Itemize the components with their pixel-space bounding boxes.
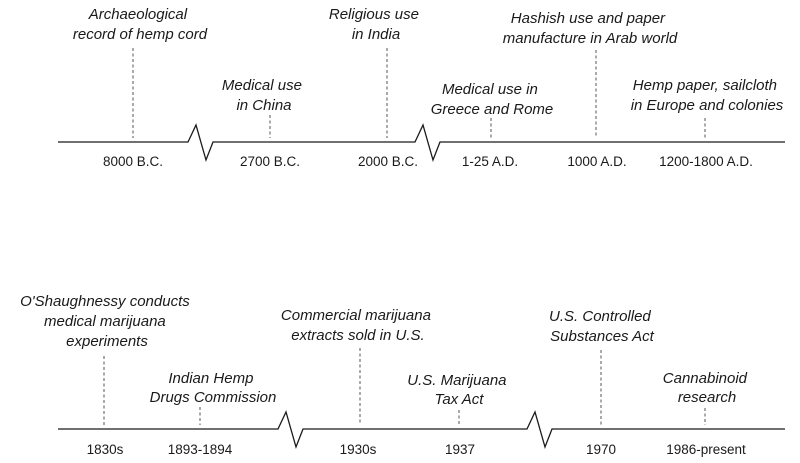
- event-label: U.S. Controlled Substances Act: [549, 308, 655, 345]
- event-date: 2700 B.C.: [240, 154, 300, 169]
- event-label: Archaeological record of hemp cord: [73, 6, 208, 43]
- event-label: Indian Hemp Drugs Commission: [150, 370, 277, 406]
- event-label: Commercial marijuana extracts sold in U.…: [281, 307, 435, 344]
- event-label: Hemp paper, sailcloth in Europe and colo…: [631, 77, 784, 114]
- timeline-ancient: Archaeological record of hemp cord 8000 …: [58, 6, 785, 169]
- event-date: 8000 B.C.: [103, 154, 163, 169]
- event-label: Cannabinoid research: [663, 370, 751, 406]
- timeline-axis-modern: [58, 410, 785, 450]
- event-label: Religious use in India: [329, 6, 423, 43]
- event-date: 1893-1894: [168, 442, 233, 457]
- event-date: 1986-present: [666, 442, 746, 457]
- event-date: 1830s: [87, 442, 124, 457]
- event-date: 1-25 A.D.: [462, 154, 518, 169]
- timeline-axis-ancient: [58, 123, 785, 163]
- event-label: Medical use in Greece and Rome: [431, 81, 554, 118]
- event-date: 1937: [445, 442, 475, 457]
- event-date: 1000 A.D.: [567, 154, 626, 169]
- timeline-modern: O'Shaughnessy conducts medical marijuana…: [20, 293, 785, 457]
- event-label: Medical use in China: [222, 77, 306, 114]
- event-date: 1930s: [340, 442, 377, 457]
- event-date: 1970: [586, 442, 616, 457]
- event-date: 1200-1800 A.D.: [659, 154, 753, 169]
- event-label: O'Shaughnessy conducts medical marijuana…: [20, 293, 194, 350]
- event-label: Hashish use and paper manufacture in Ara…: [503, 10, 678, 47]
- event-label: U.S. Marijuana Tax Act: [407, 372, 510, 408]
- event-date: 2000 B.C.: [358, 154, 418, 169]
